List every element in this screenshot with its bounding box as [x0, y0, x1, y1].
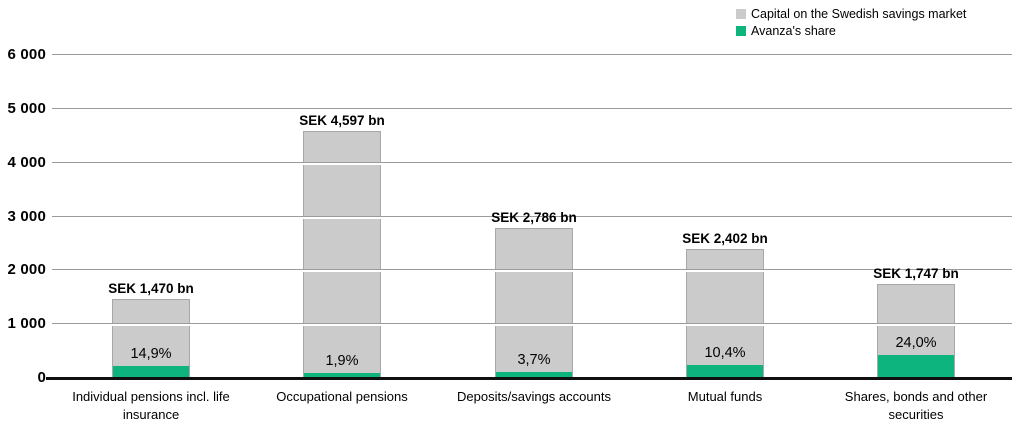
bar-avanza-share-1	[113, 366, 189, 378]
bar-value-label: SEK 2,786 bn	[491, 210, 577, 225]
bar-value-label: SEK 1,470 bn	[108, 281, 194, 296]
legend-swatch-avanza-icon	[736, 26, 746, 36]
gridline	[52, 54, 1012, 57]
x-axis-category-label: Mutual funds	[687, 389, 763, 404]
legend-label-market: Capital on the Swedish savings market	[751, 7, 967, 21]
y-axis-tick-label: 1 000	[7, 315, 46, 333]
gridline	[52, 323, 1012, 327]
bar-total-1: 14,9%	[112, 299, 190, 378]
y-axis-tick-label: 4 000	[7, 153, 46, 171]
gridline	[52, 269, 1012, 273]
legend: Capital on the Swedish savings market Av…	[736, 6, 966, 40]
bar-share-percent-label: 24,0%	[895, 335, 937, 351]
y-axis-tick-label: 3 000	[7, 207, 46, 225]
bar-avanza-share-3	[496, 372, 572, 378]
x-axis-category-label: Individual pensions incl. life insurance	[72, 389, 230, 422]
y-axis-tick-label: 2 000	[7, 261, 46, 279]
gridline	[52, 215, 1012, 219]
legend-item-market: Capital on the Swedish savings market	[736, 6, 966, 22]
bar-share-percent-label: 3,7%	[517, 352, 551, 368]
bar-value-label: SEK 1,747 bn	[873, 266, 959, 281]
bar-avanza-share-4	[687, 365, 763, 378]
y-axis-tick-label: 5 000	[7, 99, 46, 117]
legend-swatch-market-icon	[736, 9, 746, 19]
bar-value-label: SEK 4,597 bn	[299, 113, 385, 128]
bar-total-2: 1,9%	[303, 131, 381, 378]
bar-avanza-share-2	[304, 373, 380, 378]
x-axis-category-label: Shares, bonds and other securities	[844, 389, 988, 422]
x-axis-baseline	[46, 377, 1012, 380]
gridline	[52, 161, 1012, 165]
bar-total-5: 24,0%	[877, 284, 955, 378]
bar-share-percent-label: 1,9%	[325, 353, 359, 369]
legend-label-avanza: Avanza's share	[751, 24, 836, 38]
bar-share-percent-label: 14,9%	[130, 346, 172, 362]
legend-item-avanza: Avanza's share	[736, 23, 966, 39]
x-axis-category-label: Occupational pensions	[276, 389, 408, 404]
x-axis-category-label: Deposits/savings accounts	[457, 389, 611, 404]
bar-avanza-share-5	[878, 355, 954, 378]
y-axis-tick-label: 0	[37, 369, 46, 386]
bar-share-percent-label: 10,4%	[704, 345, 746, 361]
bar-total-3: 3,7%	[495, 228, 573, 378]
gridline	[52, 107, 1012, 111]
y-axis-tick-label: 6 000	[7, 46, 46, 63]
bar-value-label: SEK 2,402 bn	[682, 231, 768, 246]
